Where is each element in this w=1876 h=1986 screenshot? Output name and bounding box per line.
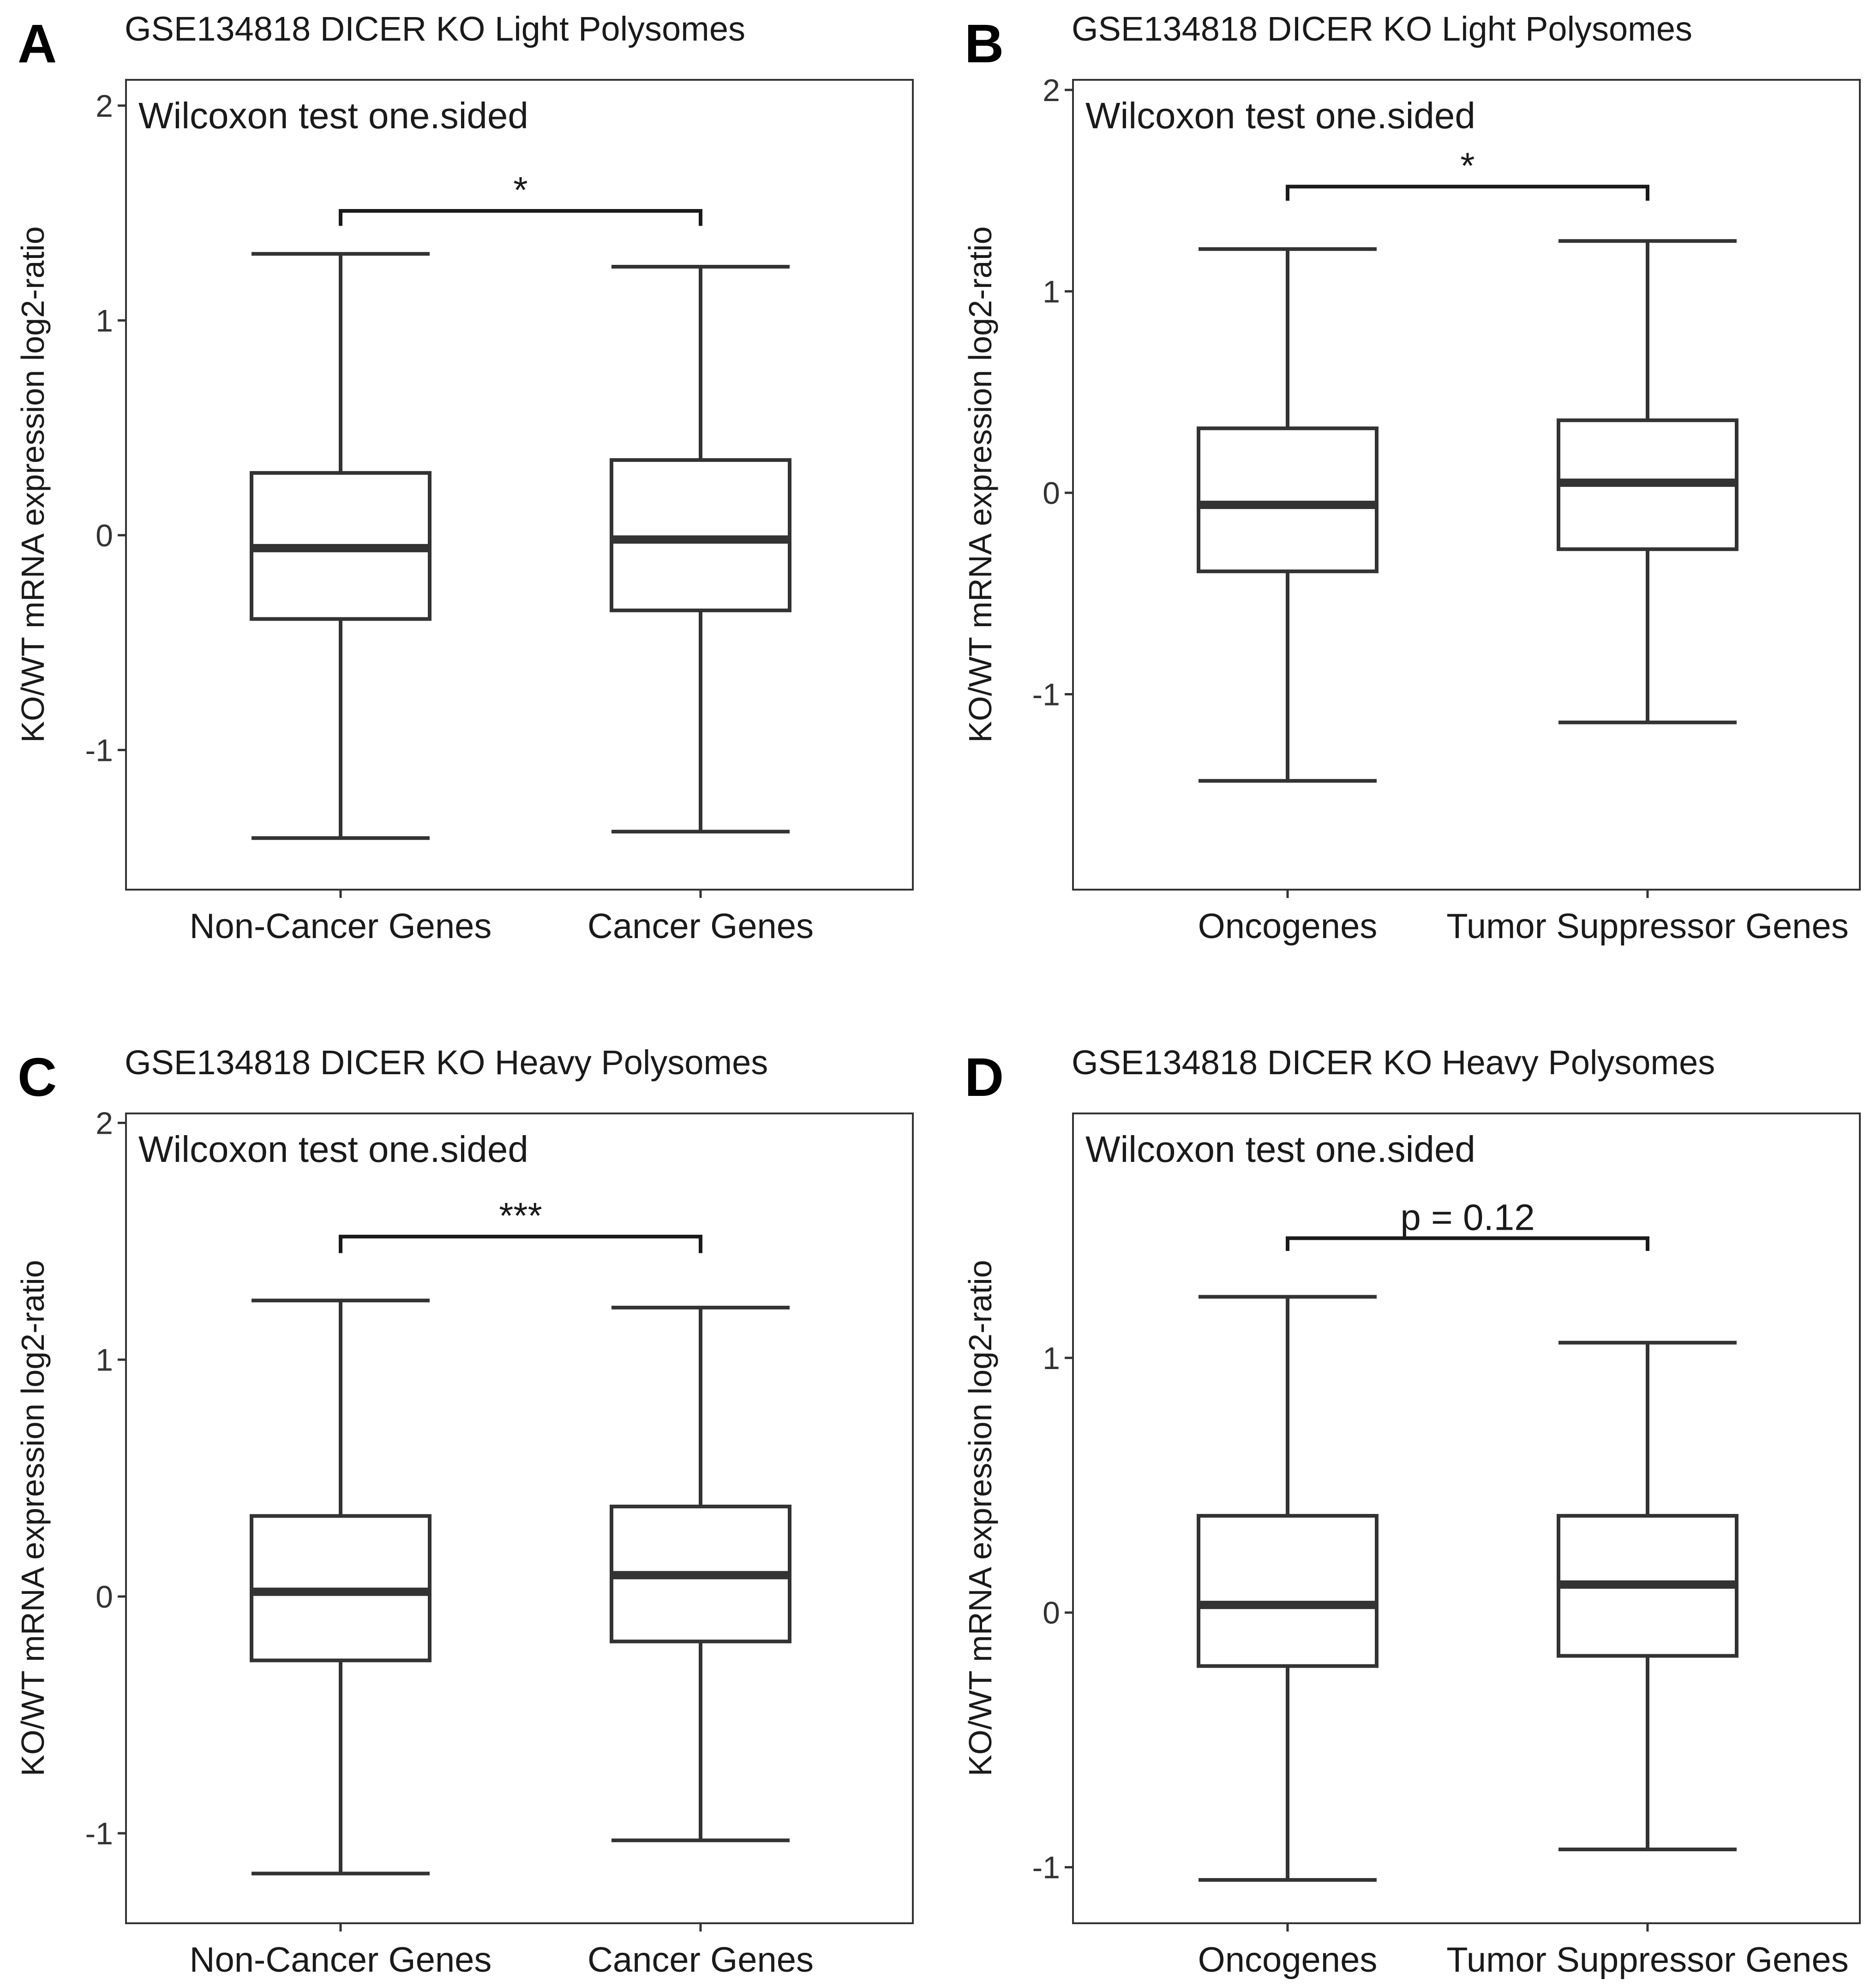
panel-title: GSE134818 DICER KO Heavy Polysomes [1072, 1043, 1715, 1082]
chart-marks: 2 1 0 -1 Oncogenes Tumor Suppressor Genes * [1032, 73, 1849, 946]
y-tick-label: -1 [1032, 1850, 1060, 1885]
x-tick-label: Tumor Suppressor Genes [1446, 1940, 1849, 1980]
plot-frame [125, 1113, 914, 1924]
significance-label: p = 0.12 [1400, 1196, 1534, 1238]
y-tick-label: 0 [96, 518, 113, 553]
significance-label: * [513, 169, 527, 210]
iqr-box [1197, 1513, 1379, 1668]
x-tick-label: Tumor Suppressor Genes [1446, 907, 1849, 946]
y-axis-label: KO/WT mRNA expression log2-ratio [15, 226, 51, 742]
plot-frame [1072, 79, 1861, 891]
y-tick-label: 2 [96, 89, 113, 124]
test-label: Wilcoxon test one.sided [1085, 1129, 1475, 1170]
panel-letter: B [965, 13, 1004, 74]
y-axis-label: KO/WT mRNA expression log2-ratio [962, 226, 998, 742]
panel-letter: C [18, 1047, 57, 1108]
y-tick-label: 1 [1043, 1341, 1060, 1376]
plot-frame [125, 79, 914, 891]
significance-bracket [1286, 185, 1649, 201]
x-tick-label: Oncogenes [1198, 907, 1378, 946]
significance-label: * [1460, 145, 1474, 186]
test-label: Wilcoxon test one.sided [1085, 95, 1475, 136]
x-tick-label: Cancer Genes [587, 1940, 814, 1980]
x-tick-label: Non-Cancer Genes [190, 1940, 492, 1980]
y-tick-label: 0 [1043, 1596, 1060, 1631]
test-label: Wilcoxon test one.sided [138, 1129, 528, 1170]
y-tick-label: 1 [1043, 274, 1060, 309]
plot-frame [1072, 1113, 1861, 1924]
panel-a: A GSE134818 DICER KO Light Polysomes KO/… [15, 10, 914, 946]
panel-c: C GSE134818 DICER KO Heavy Polysomes KO/… [15, 1043, 914, 1980]
y-tick-label: -1 [1032, 677, 1060, 712]
significance-label: *** [499, 1195, 542, 1236]
panel-title: GSE134818 DICER KO Light Polysomes [125, 10, 745, 48]
x-tick-label: Non-Cancer Genes [190, 907, 492, 946]
panel-b: B GSE134818 DICER KO Light Polysomes KO/… [962, 10, 1861, 946]
significance-bracket [1286, 1236, 1649, 1251]
test-label: Wilcoxon test one.sided [138, 95, 528, 136]
x-tick-label: Cancer Genes [587, 907, 814, 946]
y-tick-label: -1 [85, 1816, 113, 1851]
y-axis-label: KO/WT mRNA expression log2-ratio [962, 1260, 998, 1776]
x-tick-label: Oncogenes [1198, 1940, 1378, 1980]
chart-marks: 2 1 0 -1 Non-Cancer Genes Cancer Genes * [85, 89, 814, 946]
y-tick-label: 1 [96, 1343, 113, 1378]
panel-title: GSE134818 DICER KO Heavy Polysomes [125, 1043, 768, 1082]
panel-letter: D [965, 1047, 1004, 1108]
chart-marks: 1 0 -1 Oncogenes Tumor Suppressor Genes p = 0… [1032, 1196, 1849, 1980]
significance-bracket [339, 209, 702, 226]
y-tick-label: -1 [85, 733, 113, 768]
y-axis-label: KO/WT mRNA expression log2-ratio [15, 1260, 51, 1776]
y-tick-label: 0 [96, 1579, 113, 1615]
y-tick-label: 0 [1043, 476, 1060, 511]
panel-d: D GSE134818 DICER KO Heavy Polysomes KO/… [962, 1043, 1861, 1980]
y-tick-label: 2 [1043, 73, 1060, 108]
panel-title: GSE134818 DICER KO Light Polysomes [1072, 10, 1692, 48]
panel-letter: A [18, 13, 57, 74]
significance-bracket [339, 1234, 702, 1253]
chart-marks: 2 1 0 -1 Non-Cancer Genes Cancer Genes *** [85, 1106, 814, 1980]
y-tick-label: 2 [96, 1106, 113, 1141]
iqr-box [610, 458, 791, 612]
y-tick-label: 1 [96, 303, 113, 338]
iqr-box [1197, 426, 1379, 574]
